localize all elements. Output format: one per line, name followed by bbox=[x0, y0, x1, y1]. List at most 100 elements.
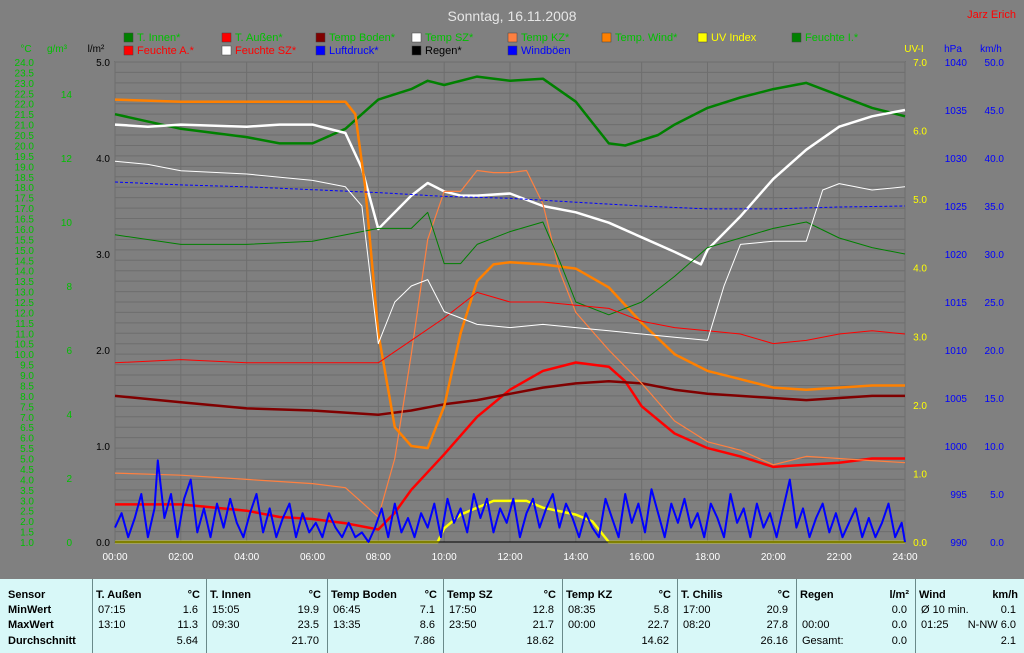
y-tick-label-temp: 1.0 bbox=[20, 538, 34, 549]
y-tick-label-temp: 1.5 bbox=[20, 528, 34, 539]
axis-ticks: 00:00 02:00 04:00 06:00 08:00 10:00 12:00 14:00… bbox=[15, 58, 1005, 563]
summary-cell: Gesamt: bbox=[802, 635, 844, 647]
y-tick-label-temp: 22.5 bbox=[15, 89, 35, 100]
legend-label: Feuchte A.* bbox=[137, 45, 195, 57]
column-separator bbox=[915, 579, 916, 653]
legend-label: Temp Boden* bbox=[329, 32, 396, 44]
summary-cell: 20.9 bbox=[766, 604, 788, 616]
y-tick-label-pressure: 1015 bbox=[945, 298, 968, 309]
summary-cell: 18.62 bbox=[526, 635, 554, 647]
summary-column: Regen l/m² 0.0 00:00 0.0 Gesamt: 0.0 bbox=[796, 579, 915, 653]
y-tick-label-temp: 4.0 bbox=[20, 475, 34, 486]
y-tick-label-abs_humidity: 4 bbox=[66, 410, 72, 421]
y-tick-label-temp: 19.5 bbox=[15, 152, 35, 163]
legend-label: Feuchte I.* bbox=[805, 32, 859, 44]
column-separator bbox=[796, 579, 797, 653]
summary-cell: 0.0 bbox=[891, 619, 907, 631]
y-tick-label-pressure: 1020 bbox=[945, 250, 968, 261]
y-tick-label-temp: 20.0 bbox=[15, 141, 35, 152]
summary-cell: 27.8 bbox=[766, 619, 788, 631]
series-feuchte-i bbox=[114, 211, 906, 316]
y-tick-label-rain: 1.0 bbox=[96, 442, 110, 453]
summary-cell: 14.62 bbox=[641, 635, 669, 647]
legend-label: Temp KZ* bbox=[521, 32, 570, 44]
summary-cell: 7.86 bbox=[413, 635, 435, 647]
y-tick-label-temp: 10.5 bbox=[15, 340, 35, 351]
y-tick-label-rain: 4.0 bbox=[96, 154, 110, 165]
series-temp-sz bbox=[114, 108, 906, 266]
legend-swatch bbox=[221, 32, 232, 43]
y-tick-label-temp: 10.0 bbox=[15, 350, 35, 361]
y-tick-label-wind: 20.0 bbox=[985, 346, 1005, 357]
summary-cell: km/h bbox=[992, 589, 1018, 601]
summary-cell: Ø 10 min. bbox=[921, 604, 969, 616]
y-tick-label-temp: 6.5 bbox=[20, 423, 34, 434]
y-tick-label-abs_humidity: 0 bbox=[66, 538, 72, 549]
y-tick-label-temp: 21.5 bbox=[15, 110, 35, 121]
y-tick-label-wind: 15.0 bbox=[985, 394, 1005, 405]
y-tick-label-abs_humidity: 14 bbox=[61, 90, 73, 101]
x-tick-label: 04:00 bbox=[234, 552, 259, 563]
series-feuchte-a bbox=[114, 291, 906, 364]
y-tick-label-temp: 15.5 bbox=[15, 235, 35, 246]
y-tick-label-pressure: 1010 bbox=[945, 346, 968, 357]
legend-swatch bbox=[411, 45, 422, 56]
y-tick-label-temp: 7.5 bbox=[20, 402, 34, 413]
summary-cell: 09:30 bbox=[212, 619, 240, 631]
y-tick-label-pressure: 1005 bbox=[945, 394, 968, 405]
legend-swatch bbox=[507, 32, 518, 43]
y-tick-label-temp: 20.5 bbox=[15, 131, 35, 142]
author-label: Jarz Erich bbox=[967, 9, 1016, 21]
y-tick-label-temp: 15.0 bbox=[15, 246, 35, 257]
x-tick-label: 16:00 bbox=[629, 552, 654, 563]
summary-cell: °C bbox=[308, 589, 321, 601]
summary-cell: T. Innen bbox=[210, 589, 251, 601]
series-windböen bbox=[114, 459, 906, 543]
legend-label: Regen* bbox=[425, 45, 462, 57]
y-tick-label-pressure: 1030 bbox=[945, 154, 968, 165]
x-tick-label: 02:00 bbox=[168, 552, 193, 563]
y-tick-label-uv: 6.0 bbox=[913, 127, 927, 138]
summary-cell: 15:05 bbox=[212, 604, 240, 616]
summary-cell: 5.64 bbox=[176, 635, 198, 647]
y-tick-label-temp: 3.5 bbox=[20, 486, 34, 497]
legend-label: Luftdruck* bbox=[329, 45, 379, 57]
y-tick-label-temp: 13.0 bbox=[15, 288, 35, 299]
axis-unit-labels: °C g/m³ l/m² UV-I hPa km/h bbox=[20, 44, 1001, 55]
summary-cell: °C bbox=[424, 589, 437, 601]
x-tick-label: 14:00 bbox=[563, 552, 588, 563]
y-tick-label-temp: 24.0 bbox=[15, 58, 35, 69]
summary-column: Temp KZ °C 08:35 5.8 00:00 22.7 14.62 bbox=[562, 579, 677, 653]
y-tick-label-rain: 5.0 bbox=[96, 58, 110, 69]
chart-title: Sonntag, 16.11.2008 bbox=[448, 8, 577, 24]
y-tick-label-uv: 5.0 bbox=[913, 195, 927, 206]
series-temp-boden bbox=[114, 380, 905, 416]
y-tick-label-pressure: 995 bbox=[950, 490, 967, 501]
y-tick-label-wind: 35.0 bbox=[985, 202, 1005, 213]
data-series bbox=[114, 75, 906, 544]
weather-chart: Sonntag, 16.11.2008 Jarz Erich T. Innen*… bbox=[14, 8, 1016, 563]
y-tick-label-abs_humidity: 2 bbox=[66, 474, 72, 485]
y-tick-label-wind: 25.0 bbox=[985, 298, 1005, 309]
summary-cell: 00:00 bbox=[802, 619, 830, 631]
y-tick-label-temp: 7.0 bbox=[20, 413, 34, 424]
summary-cell: 0.1 bbox=[1000, 604, 1016, 616]
series-t-außen bbox=[115, 361, 905, 531]
y-tick-label-rain: 0.0 bbox=[96, 538, 110, 549]
legend-swatch bbox=[123, 32, 134, 43]
y-tick-label-abs_humidity: 6 bbox=[66, 346, 72, 357]
legend-label: UV Index bbox=[711, 32, 757, 44]
x-tick-label: 22:00 bbox=[827, 552, 852, 563]
summary-cell: 13:10 bbox=[98, 619, 126, 631]
summary-cell: Wind bbox=[919, 589, 946, 601]
summary-cell: l/m² bbox=[889, 589, 909, 601]
column-separator bbox=[443, 579, 444, 653]
column-separator bbox=[92, 579, 93, 653]
x-tick-label: 10:00 bbox=[432, 552, 457, 563]
y-tick-label-temp: 21.0 bbox=[15, 121, 35, 132]
series-t-innen bbox=[114, 75, 906, 147]
summary-cell: 00:00 bbox=[568, 619, 596, 631]
x-tick-label: 20:00 bbox=[761, 552, 786, 563]
summary-cell: Temp Boden bbox=[331, 589, 397, 601]
y-tick-label-uv: 4.0 bbox=[913, 264, 927, 275]
